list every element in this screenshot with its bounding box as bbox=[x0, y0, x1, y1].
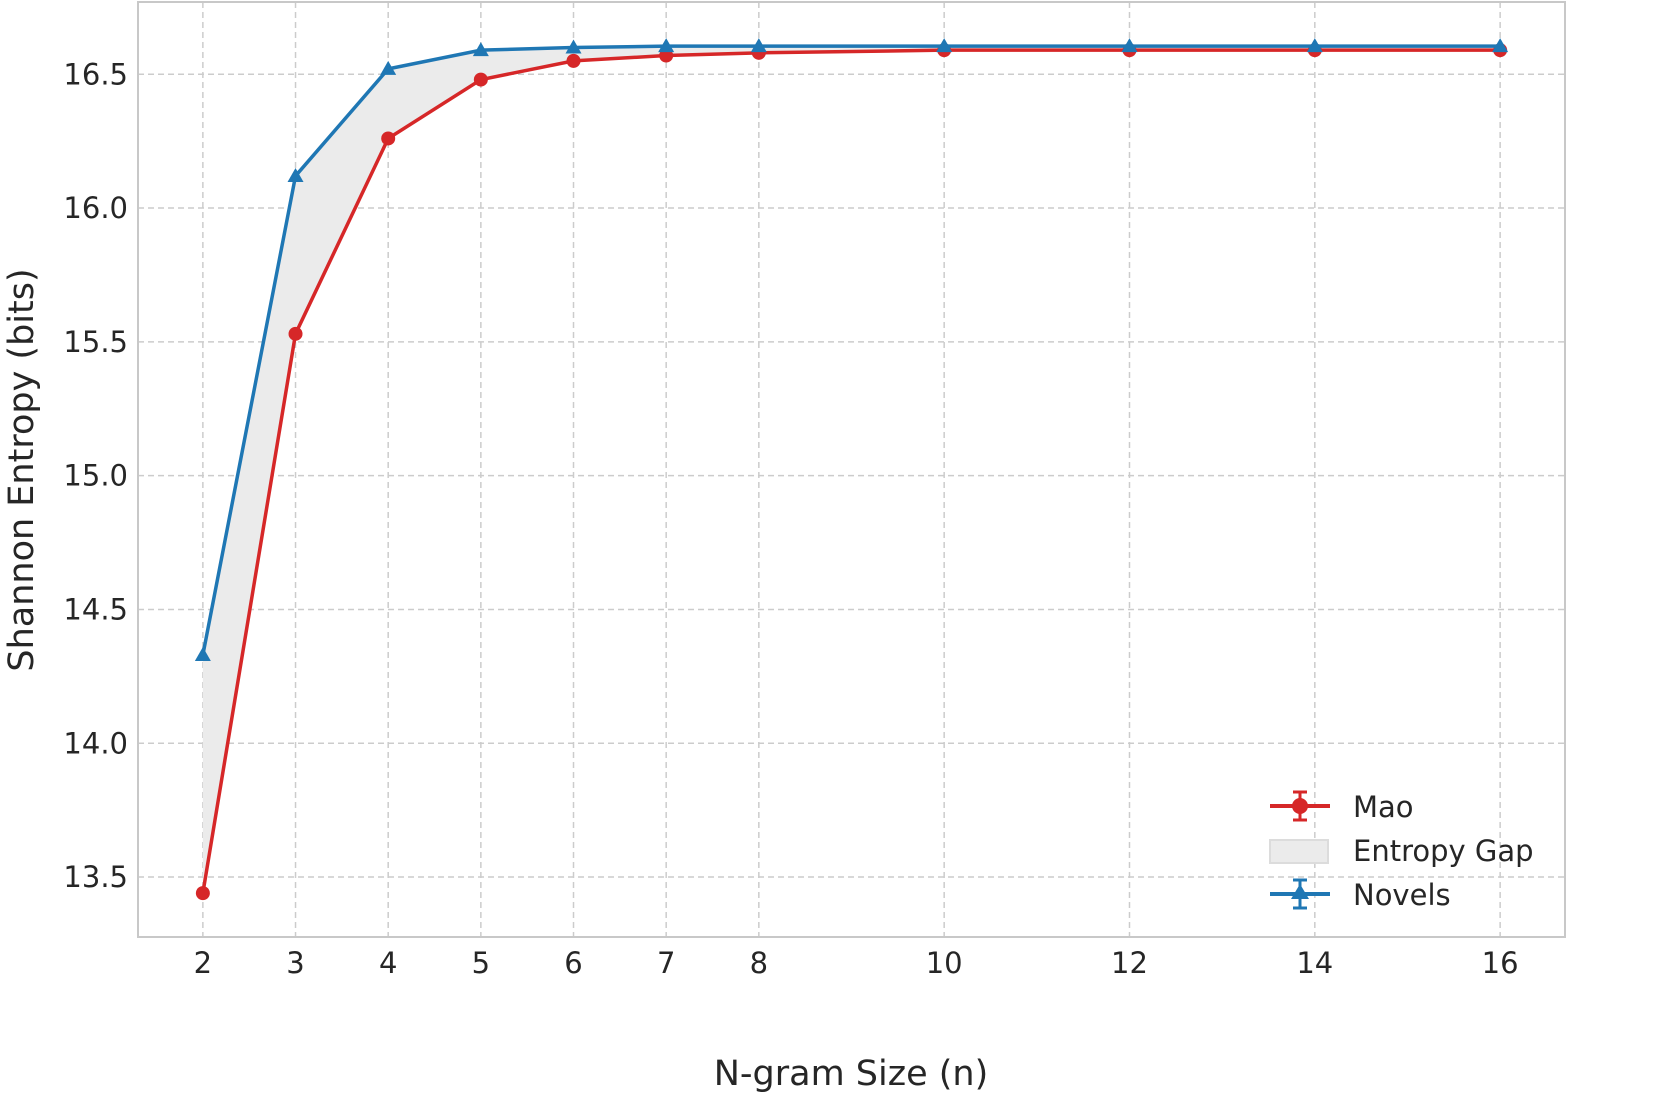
data-point bbox=[195, 886, 210, 901]
data-point bbox=[1306, 38, 1323, 53]
circle-marker-icon bbox=[1292, 798, 1308, 814]
data-point bbox=[288, 326, 303, 341]
y-ticks: 13.5 14.0 14.5 15.0 15.5 16.0 16.5 bbox=[63, 57, 128, 894]
data-point bbox=[750, 38, 767, 53]
data-point bbox=[194, 646, 211, 661]
legend-label: Entropy Gap bbox=[1353, 834, 1534, 868]
triangle-marker-icon bbox=[1291, 884, 1309, 899]
data-point bbox=[472, 42, 489, 57]
data-point bbox=[381, 131, 396, 146]
x-tick-label: 4 bbox=[379, 946, 397, 980]
data-point bbox=[1121, 38, 1138, 53]
data-point bbox=[658, 38, 675, 53]
x-tick-label: 5 bbox=[472, 946, 490, 980]
legend-item-novels: Novels bbox=[1270, 878, 1451, 912]
data-point bbox=[380, 60, 397, 75]
series-line bbox=[201, 44, 1501, 656]
data-point bbox=[287, 167, 304, 182]
y-tick-label: 15.0 bbox=[63, 459, 128, 493]
entropy-gap-area bbox=[202, 46, 1501, 894]
legend-label: Novels bbox=[1353, 878, 1451, 912]
legend-item-mao: Mao bbox=[1270, 790, 1414, 824]
data-point bbox=[1492, 38, 1509, 53]
legend-item-entropy-gap: Entropy Gap bbox=[1269, 834, 1534, 868]
y-tick-label: 14.0 bbox=[63, 726, 128, 760]
y-tick-label: 16.5 bbox=[63, 57, 128, 91]
grid bbox=[138, 2, 1565, 937]
x-ticks: 2 3 4 5 6 7 8 10 12 14 16 bbox=[194, 946, 1519, 980]
series-line bbox=[201, 48, 1501, 894]
data-point bbox=[473, 72, 488, 87]
series-lines bbox=[194, 38, 1509, 901]
y-axis-label: Shannon Entropy (bits) bbox=[2, 268, 42, 671]
x-tick-label: 8 bbox=[750, 946, 768, 980]
x-tick-label: 3 bbox=[286, 946, 304, 980]
x-tick-label: 16 bbox=[1482, 946, 1519, 980]
series-mao bbox=[195, 43, 1508, 901]
data-point bbox=[936, 38, 953, 53]
y-tick-label: 15.5 bbox=[63, 325, 128, 359]
series-novels bbox=[194, 38, 1509, 661]
data-point bbox=[565, 39, 582, 54]
x-tick-label: 7 bbox=[657, 946, 675, 980]
legend-label: Mao bbox=[1353, 790, 1414, 824]
x-tick-label: 12 bbox=[1111, 946, 1148, 980]
y-tick-label: 13.5 bbox=[63, 860, 128, 894]
x-axis-label: N-gram Size (n) bbox=[714, 1054, 989, 1094]
entropy-gap-fill bbox=[202, 46, 1501, 894]
data-point bbox=[566, 53, 581, 68]
x-tick-label: 10 bbox=[926, 946, 963, 980]
x-tick-label: 14 bbox=[1296, 946, 1333, 980]
legend: Mao Entropy Gap Novels bbox=[1269, 790, 1534, 912]
plot-frame bbox=[137, 1, 1566, 938]
x-tick-label: 2 bbox=[194, 946, 212, 980]
y-tick-label: 16.0 bbox=[63, 191, 128, 225]
y-tick-label: 14.5 bbox=[63, 592, 128, 626]
x-tick-label: 6 bbox=[564, 946, 582, 980]
